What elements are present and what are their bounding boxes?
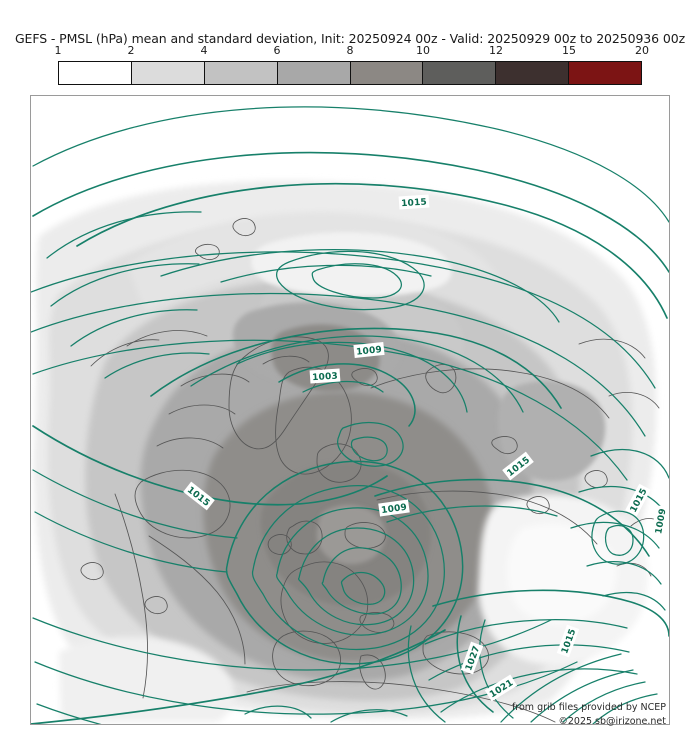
contour-label: 1009 xyxy=(378,499,410,517)
colorbar-tick-1: 1 xyxy=(54,44,62,57)
colorbar-tick-20: 20 xyxy=(635,44,649,57)
contour-label-text: 1009 xyxy=(381,503,408,517)
page-title: GEFS - PMSL (hPa) mean and standard devi… xyxy=(14,31,686,46)
colorbar-swatches xyxy=(58,61,642,85)
contour-label-text: 1009 xyxy=(356,345,383,358)
contour-label-background xyxy=(625,483,651,517)
colorbar-tick-8: 8 xyxy=(346,44,354,57)
contour-label-background xyxy=(309,368,341,384)
contour-label-text: 1009 xyxy=(654,508,668,535)
contour-label-background xyxy=(650,505,669,537)
colorbar-tick-4: 4 xyxy=(200,44,208,57)
contour-label-background xyxy=(398,194,430,210)
colorbar-tick-6: 6 xyxy=(273,44,281,57)
colorbar-tick-labels: 1 2 4 6 8 10 12 15 20 xyxy=(54,44,650,59)
contour-label-background xyxy=(556,624,580,658)
contour-label: 1009 xyxy=(353,341,385,359)
colorbar-swatch-7 xyxy=(496,62,570,84)
contour-label: 1015 xyxy=(398,194,430,210)
colorbar-swatch-8 xyxy=(569,62,641,84)
colorbar-swatch-4 xyxy=(277,62,351,84)
isobar-contours xyxy=(31,106,669,724)
contour-label-text: 1003 xyxy=(312,372,338,384)
map-canvas[interactable]: 1015 1009 1003 1015 1015 1009 1015 1009 1027 1015… xyxy=(30,95,670,725)
colorbar-tick-12: 12 xyxy=(489,44,503,57)
source-credit: from grib files provided by NCEP xyxy=(511,702,666,713)
contour-label: 1009 xyxy=(650,505,669,537)
copyright-credit: ©2025 sb@irizone.net xyxy=(558,716,666,727)
colorbar-tick-2: 2 xyxy=(127,44,135,57)
contour-label-background xyxy=(460,641,484,675)
contour-label-background xyxy=(183,481,215,511)
colorbar-swatch-2 xyxy=(131,62,205,84)
colorbar-tick-15: 15 xyxy=(562,44,576,57)
contour-label-background xyxy=(378,499,410,517)
colorbar-swatch-3 xyxy=(204,62,278,84)
contour-label-background xyxy=(353,341,385,359)
colorbar: 1 2 4 6 8 10 12 15 20 xyxy=(55,44,649,85)
colorbar-tick-10: 10 xyxy=(416,44,430,57)
contour-label-text: 1015 xyxy=(401,198,427,210)
contour-label-background xyxy=(502,451,534,481)
colorbar-swatch-5 xyxy=(350,62,424,84)
coastlines xyxy=(80,218,664,723)
contour-label-background xyxy=(484,674,518,702)
contour-label: 1003 xyxy=(309,368,341,384)
colorbar-swatch-1 xyxy=(59,62,132,84)
colorbar-swatch-6 xyxy=(423,62,497,84)
